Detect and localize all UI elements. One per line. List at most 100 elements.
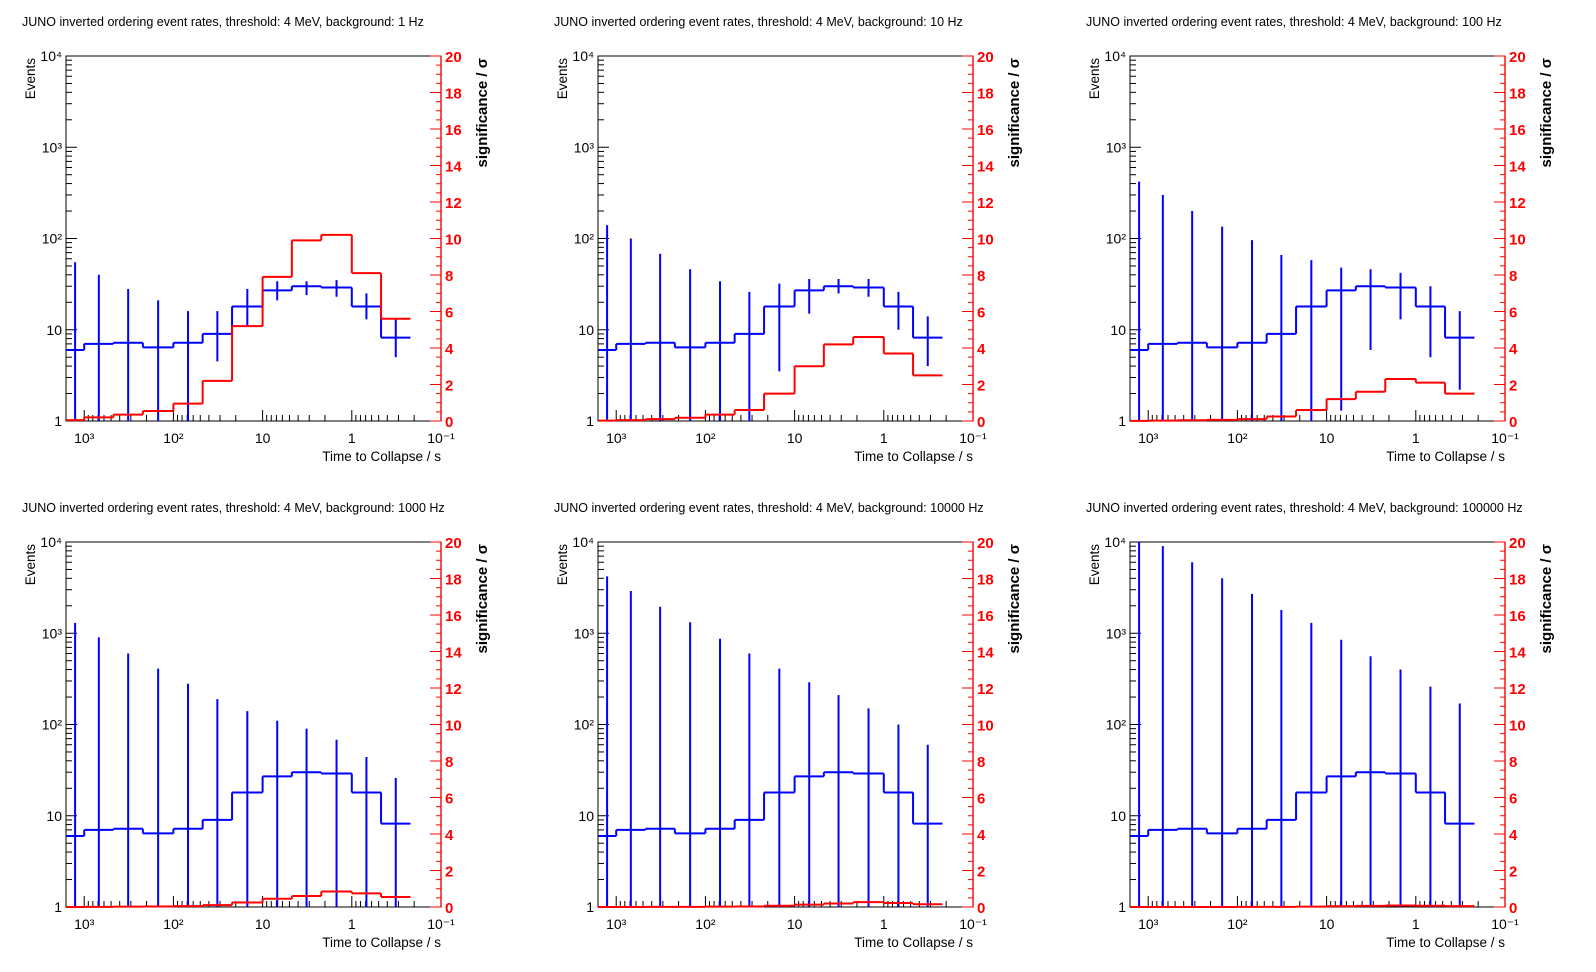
x-tick-label: 1 [348, 430, 356, 446]
y2-tick-label: 12 [445, 195, 462, 212]
chart-title: JUNO inverted ordering event rates, thre… [22, 501, 445, 515]
y2-tick-label: 16 [1509, 608, 1526, 625]
events-series [66, 622, 411, 907]
x-axis-label: Time to Collapse / s [322, 935, 441, 950]
y2-tick-label: 12 [1509, 195, 1526, 212]
y-tick-label: 1 [54, 413, 62, 429]
x-tick-label: 10³ [606, 916, 627, 932]
x-tick-label: 1 [880, 916, 888, 932]
y-tick-label: 10² [42, 717, 63, 733]
x-tick-label: 10² [1227, 916, 1248, 932]
x-axis-label: Time to Collapse / s [854, 449, 973, 464]
y2-tick-label: 18 [445, 572, 462, 589]
chart-svg: JUNO inverted ordering event rates, thre… [554, 15, 1023, 464]
significance-series [66, 890, 411, 908]
y-axis-label: Events [23, 544, 38, 586]
y-tick-label: 10³ [42, 625, 63, 641]
y2-tick-label: 6 [977, 305, 985, 322]
y2-axis-label: significance / σ [474, 544, 491, 653]
x-tick-label: 10² [695, 916, 716, 932]
y-tick-label: 1 [1118, 413, 1126, 429]
y2-tick-label: 4 [445, 827, 454, 844]
y2-axis-label: significance / σ [1006, 58, 1023, 167]
x-tick-label: 10³ [1138, 430, 1159, 446]
x-tick-label: 10² [695, 430, 716, 446]
y2-tick-label: 6 [1509, 305, 1517, 322]
y2-tick-label: 0 [977, 900, 985, 917]
y2-tick-label: 4 [1509, 827, 1518, 844]
y2-tick-label: 2 [1509, 864, 1517, 881]
y2-tick-label: 20 [1509, 535, 1526, 552]
y2-tick-label: 20 [1509, 49, 1526, 66]
y-tick-label: 10 [578, 808, 594, 824]
y-axis-label: Events [1087, 58, 1102, 100]
y2-tick-label: 10 [1509, 718, 1526, 735]
y2-tick-label: 10 [977, 718, 994, 735]
y2-tick-label: 0 [977, 414, 985, 431]
y-tick-label: 10² [1106, 717, 1127, 733]
significance-series [1130, 378, 1475, 422]
y2-tick-label: 14 [1509, 645, 1526, 662]
y2-tick-label: 4 [977, 827, 986, 844]
x-tick-label: 10³ [606, 430, 627, 446]
y2-tick-label: 2 [977, 378, 985, 395]
x-tick-label: 10⁻¹ [1491, 430, 1519, 446]
x-tick-label: 10³ [74, 916, 95, 932]
y2-tick-label: 14 [445, 645, 462, 662]
x-tick-label: 10² [163, 430, 184, 446]
y2-tick-label: 12 [977, 681, 994, 698]
x-axis-label: Time to Collapse / s [854, 935, 973, 950]
y2-tick-label: 14 [1509, 159, 1526, 176]
x-tick-label: 10⁻¹ [959, 916, 987, 932]
y2-tick-label: 8 [1509, 268, 1517, 285]
chart-panel: JUNO inverted ordering event rates, thre… [532, 486, 1064, 972]
chart-panel: JUNO inverted ordering event rates, thre… [0, 486, 532, 972]
y2-tick-label: 16 [977, 608, 994, 625]
y-tick-label: 10³ [42, 139, 63, 155]
y-axis-label: Events [23, 58, 38, 100]
chart-svg: JUNO inverted ordering event rates, thre… [554, 501, 1023, 950]
y-tick-label: 10² [574, 717, 595, 733]
y2-tick-label: 6 [977, 791, 985, 808]
x-tick-label: 10⁻¹ [959, 430, 987, 446]
y2-tick-label: 2 [445, 378, 453, 395]
y2-axis-label: significance / σ [1006, 544, 1023, 653]
chart-svg: JUNO inverted ordering event rates, thre… [1086, 501, 1555, 950]
y2-tick-label: 6 [445, 791, 453, 808]
y2-tick-label: 18 [445, 86, 462, 103]
y2-tick-label: 0 [445, 900, 453, 917]
y2-tick-label: 12 [1509, 681, 1526, 698]
y2-tick-label: 6 [1509, 791, 1517, 808]
y2-axis-label: significance / σ [1538, 58, 1555, 167]
y2-tick-label: 4 [1509, 341, 1518, 358]
significance-series [66, 233, 411, 422]
x-tick-label: 10³ [1138, 916, 1159, 932]
y2-tick-label: 20 [445, 535, 462, 552]
y2-tick-label: 0 [1509, 900, 1517, 917]
x-tick-label: 10² [1227, 430, 1248, 446]
chart-svg: JUNO inverted ordering event rates, thre… [1086, 15, 1555, 464]
y-axis-label: Events [555, 544, 570, 586]
chart-panel: JUNO inverted ordering event rates, thre… [1064, 0, 1596, 486]
y-tick-label: 10² [1106, 231, 1127, 247]
events-series [66, 262, 411, 421]
x-tick-label: 10 [787, 916, 803, 932]
y-tick-label: 10² [574, 231, 595, 247]
significance-series [598, 336, 943, 422]
y2-tick-label: 18 [977, 86, 994, 103]
y2-tick-label: 18 [977, 572, 994, 589]
y2-tick-label: 10 [1509, 232, 1526, 249]
y2-tick-label: 14 [445, 159, 462, 176]
y2-tick-label: 10 [977, 232, 994, 249]
x-axis-label: Time to Collapse / s [1386, 935, 1505, 950]
x-tick-label: 1 [1412, 916, 1420, 932]
x-tick-label: 10⁻¹ [427, 916, 455, 932]
plot-frame [597, 55, 974, 422]
y2-tick-label: 8 [445, 754, 453, 771]
significance-series [1130, 904, 1475, 908]
y2-tick-label: 12 [445, 681, 462, 698]
y-tick-label: 10³ [1106, 139, 1127, 155]
events-series [1130, 542, 1475, 907]
y2-tick-label: 0 [1509, 414, 1517, 431]
y-tick-label: 1 [1118, 899, 1126, 915]
